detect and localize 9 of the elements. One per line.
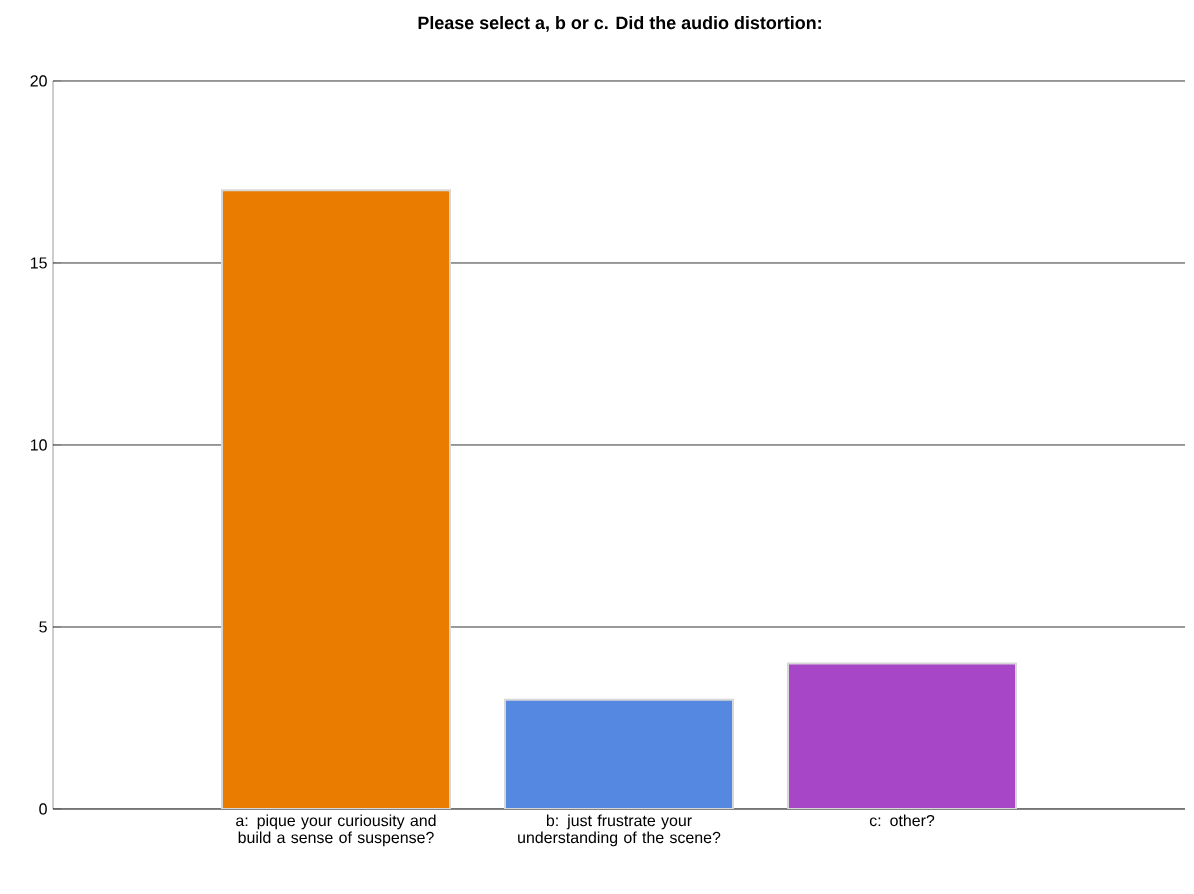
y-tick-label: 20 — [30, 75, 47, 87]
y-tick-label: 15 — [30, 257, 47, 269]
x-tick-label: c: other? — [869, 814, 935, 827]
y-tick-label: 5 — [39, 621, 47, 633]
x-tick-label: b: just frustrate your understanding of the scene? — [518, 814, 721, 847]
y-tick-label: 0 — [39, 803, 47, 815]
x-tick-label: a: pique your curiousity and build a sense of suspense? — [236, 814, 436, 847]
y-tick-label: 10 — [30, 439, 47, 451]
chart-title: Please select a, b or c. Did the audio distortion: — [418, 15, 821, 32]
